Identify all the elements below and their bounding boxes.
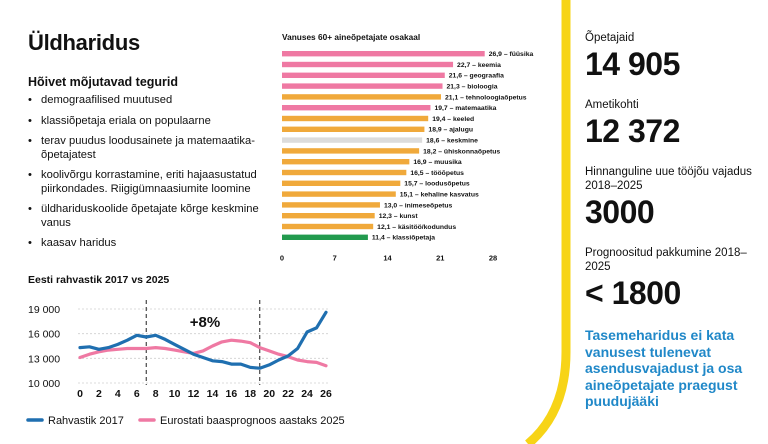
bar-value-label: 21,6 – geograafia bbox=[449, 73, 504, 80]
bar-value-label: 19,7 – matemaatika bbox=[434, 105, 496, 112]
stat-value-teachers: 14 905 bbox=[585, 46, 680, 82]
bar-value-label: 26,9 – füüsika bbox=[489, 51, 534, 58]
bar-value-label: 21,3 – bioloogia bbox=[447, 84, 498, 91]
bar-value-label: 15,7 – loodusõpetus bbox=[404, 181, 470, 188]
legend-label: Eurostati baasprognoos aastaks 2025 bbox=[160, 415, 345, 427]
bar-value-label: 16,9 – muusika bbox=[413, 159, 462, 166]
factors-list: demograafilised muutused klassiõpetaja e… bbox=[28, 94, 278, 258]
line-x-tick-label: 0 bbox=[77, 388, 83, 400]
bar-keskmine bbox=[282, 137, 423, 143]
bar-x-tick-label: 21 bbox=[436, 253, 444, 262]
line-y-tick-label: 19 000 bbox=[28, 304, 60, 316]
age-bar-chart: Vanuses 60+ aineõpetajate osakaal 26,9 – … bbox=[280, 32, 534, 262]
bar-ajalugu bbox=[282, 126, 425, 132]
bar-f-sika bbox=[282, 51, 485, 57]
line-y-tick-label: 16 000 bbox=[28, 329, 60, 341]
bar-x-tick-label: 7 bbox=[333, 253, 337, 262]
series-line-blue bbox=[78, 310, 328, 370]
stat-value-supply: < 1800 bbox=[585, 275, 681, 311]
bar-x-tick-label: 14 bbox=[383, 253, 392, 262]
bar-kunst bbox=[282, 213, 375, 219]
line-x-tick-label: 20 bbox=[263, 388, 275, 400]
line-y-tick-label: 13 000 bbox=[28, 353, 60, 365]
bar-muusika bbox=[282, 159, 410, 165]
line-x-tick-label: 2 bbox=[96, 388, 102, 400]
bar-value-label: 18,2 – ühiskonnaõpetus bbox=[423, 148, 500, 155]
bar-value-label: 12,1 – käsitöö/kodundus bbox=[377, 224, 456, 231]
bar-value-label: 15,1 – kehaline kasvatus bbox=[400, 192, 479, 199]
stat-label-teachers: Õpetajaid bbox=[585, 32, 635, 44]
bar-keemia bbox=[282, 61, 454, 68]
factor-item: demograafilised muutused bbox=[28, 94, 278, 108]
line-x-tick-label: 26 bbox=[320, 388, 332, 400]
conclusion-text: Tasemeharidus ei kata vanusest tulenevat… bbox=[585, 327, 743, 409]
line-x-tick-label: 18 bbox=[244, 388, 256, 400]
bar--hiskonna-petus bbox=[282, 148, 420, 154]
bar-loodus-petus bbox=[282, 180, 401, 186]
line-x-tick-label: 10 bbox=[169, 388, 181, 400]
bar-value-label: 16,5 – tööõpetus bbox=[410, 170, 464, 177]
factor-item: terav puudus loodusainete ja matemaatika… bbox=[28, 135, 278, 162]
line-y-tick-label: 10 000 bbox=[28, 378, 60, 390]
bar-k-sit-kodundus bbox=[282, 223, 374, 230]
factor-item: koolivõrgu korrastamine, eriti hajaasust… bbox=[28, 169, 278, 196]
bar-value-label: 18,6 – keskmine bbox=[426, 138, 478, 145]
legend-label: Rahvastik 2017 bbox=[48, 415, 124, 427]
bar-keeled bbox=[282, 115, 429, 122]
line-x-tick-label: 16 bbox=[226, 388, 238, 400]
stat-label-supply: Prognoositud pakkumine 2018–2025 bbox=[585, 247, 747, 273]
factor-item: üldhariduskoolide õpetajate kõrge keskmi… bbox=[28, 203, 278, 230]
line-x-tick-label: 8 bbox=[153, 388, 159, 400]
bar-kehaline-kasvatus bbox=[282, 191, 396, 197]
line-x-tick-label: 22 bbox=[282, 388, 294, 400]
bar-value-label: 21,1 – tehnoloogiaõpetus bbox=[445, 94, 527, 101]
bar-value-label: 18,9 – ajalugu bbox=[428, 127, 473, 134]
accent-divider-line bbox=[525, 0, 571, 444]
bar-matemaatika bbox=[282, 105, 431, 111]
bar-value-label: 12,3 – kunst bbox=[379, 213, 419, 220]
line-x-tick-label: 6 bbox=[134, 388, 140, 400]
bar-tehnoloogia-petus bbox=[282, 94, 442, 100]
bar-inimese-petus bbox=[282, 202, 380, 208]
bar-geograafia bbox=[282, 72, 445, 78]
growth-annotation: +8% bbox=[190, 314, 220, 331]
bar-bioloogia bbox=[282, 83, 443, 89]
bar-x-tick-label: 0 bbox=[280, 253, 284, 262]
bar-t-petus bbox=[282, 169, 407, 176]
stats-panel: Õpetajaid 14 905 Ametikohti 12 372 Hinna… bbox=[585, 0, 768, 444]
page-title: Üldharidus bbox=[28, 30, 140, 55]
line-x-tick-label: 24 bbox=[301, 388, 313, 400]
line-x-tick-label: 14 bbox=[207, 388, 219, 400]
bar-value-label: 19,4 – keeled bbox=[432, 116, 474, 123]
stat-value-positions: 12 372 bbox=[585, 113, 680, 149]
bar-value-label: 11,4 – klassiõpetaja bbox=[372, 235, 435, 242]
bar-chart-title: Vanuses 60+ aineõpetajate osakaal bbox=[282, 32, 420, 42]
bar-value-label: 13,0 – inimeseõpetus bbox=[384, 202, 453, 209]
factor-item: kaasav haridus bbox=[28, 237, 278, 251]
population-line-chart: Eesti rahvastik 2017 vs 2025 10 000 13 000… bbox=[26, 274, 345, 427]
stat-label-demand: Hinnanguline uue tööjõu vajadus 2018–202… bbox=[585, 166, 752, 192]
line-x-tick-label: 12 bbox=[188, 388, 200, 400]
factors-heading: Hõivet mõjutavad tegurid bbox=[28, 75, 179, 89]
stat-label-positions: Ametikohti bbox=[585, 99, 639, 111]
bar-value-label: 22,7 – keemia bbox=[457, 62, 501, 69]
bar-x-tick-label: 28 bbox=[489, 253, 497, 262]
line-chart-title: Eesti rahvastik 2017 vs 2025 bbox=[28, 274, 169, 286]
stat-value-demand: 3000 bbox=[585, 194, 655, 230]
factor-item: klassiõpetaja eriala on populaarne bbox=[28, 115, 278, 129]
bar-klassi-petaja bbox=[282, 234, 368, 240]
line-x-tick-label: 4 bbox=[115, 388, 121, 400]
